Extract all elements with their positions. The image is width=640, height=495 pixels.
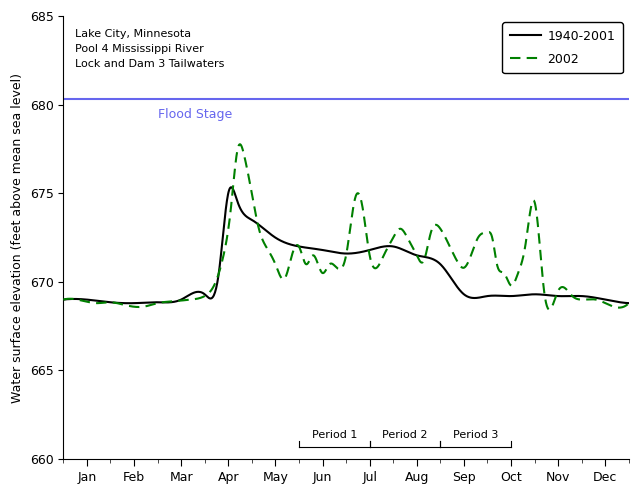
Text: Flood Stage: Flood Stage bbox=[157, 108, 232, 121]
Y-axis label: Water surface elevation (feet above mean sea level): Water surface elevation (feet above mean… bbox=[11, 73, 24, 402]
Text: Period 3: Period 3 bbox=[453, 430, 499, 440]
Text: Lake City, Minnesota
Pool 4 Mississippi River
Lock and Dam 3 Tailwaters: Lake City, Minnesota Pool 4 Mississippi … bbox=[75, 29, 224, 69]
Legend: 1940-2001, 2002: 1940-2001, 2002 bbox=[502, 22, 623, 73]
Text: Period 1: Period 1 bbox=[312, 430, 357, 440]
Text: Period 2: Period 2 bbox=[382, 430, 428, 440]
